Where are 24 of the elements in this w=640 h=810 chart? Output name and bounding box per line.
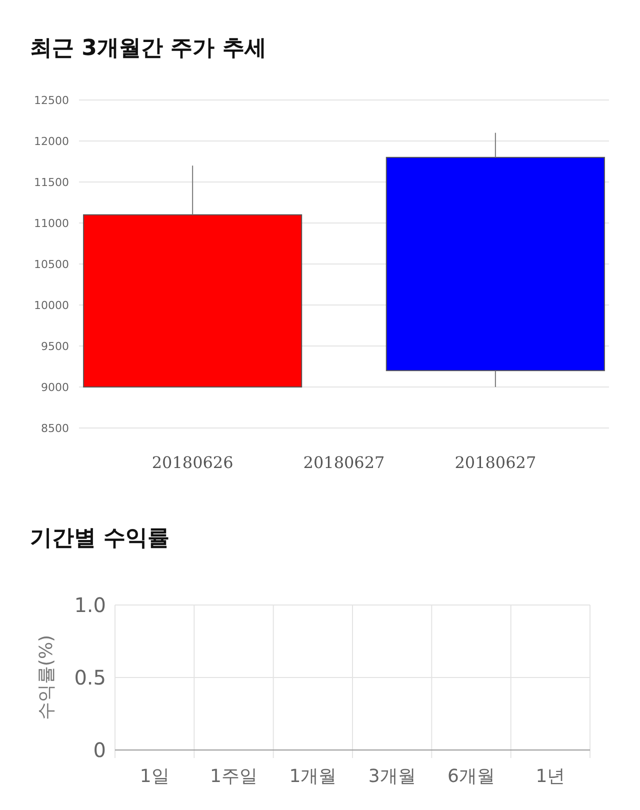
x-tick-label: 1주일 bbox=[210, 766, 258, 787]
y-tick-label: 0 bbox=[93, 738, 106, 762]
y-tick-label: 1.0 bbox=[74, 593, 106, 617]
x-tick-label: 20180627 bbox=[454, 453, 536, 472]
y-tick-label: 9500 bbox=[41, 340, 69, 353]
y-axis-title: 수익률(%) bbox=[36, 634, 57, 720]
y-tick-label: 0.5 bbox=[74, 666, 106, 690]
y-tick-label: 11000 bbox=[34, 216, 69, 230]
y-tick-label: 10500 bbox=[34, 258, 69, 271]
y-tick-label: 11500 bbox=[34, 176, 69, 189]
x-tick-label: 20180627 bbox=[303, 453, 385, 472]
y-tick-label: 8500 bbox=[41, 422, 69, 435]
y-tick-label: 9000 bbox=[41, 380, 69, 394]
x-tick-label: 1년 bbox=[536, 766, 566, 787]
x-tick-label: 6개월 bbox=[448, 766, 495, 787]
x-tick-label: 20180626 bbox=[152, 453, 234, 472]
y-tick-label: 12000 bbox=[34, 134, 69, 148]
x-tick-label: 1개월 bbox=[289, 766, 337, 787]
chart-title: 최근 3개월간 주가 추세 bbox=[30, 36, 266, 61]
y-tick-label: 10000 bbox=[34, 298, 69, 312]
chart-title: 기간별 수익률 bbox=[30, 526, 170, 551]
y-tick-label: 12500 bbox=[34, 94, 69, 107]
x-tick-label: 1일 bbox=[140, 766, 170, 787]
x-tick-label: 3개월 bbox=[368, 766, 416, 787]
